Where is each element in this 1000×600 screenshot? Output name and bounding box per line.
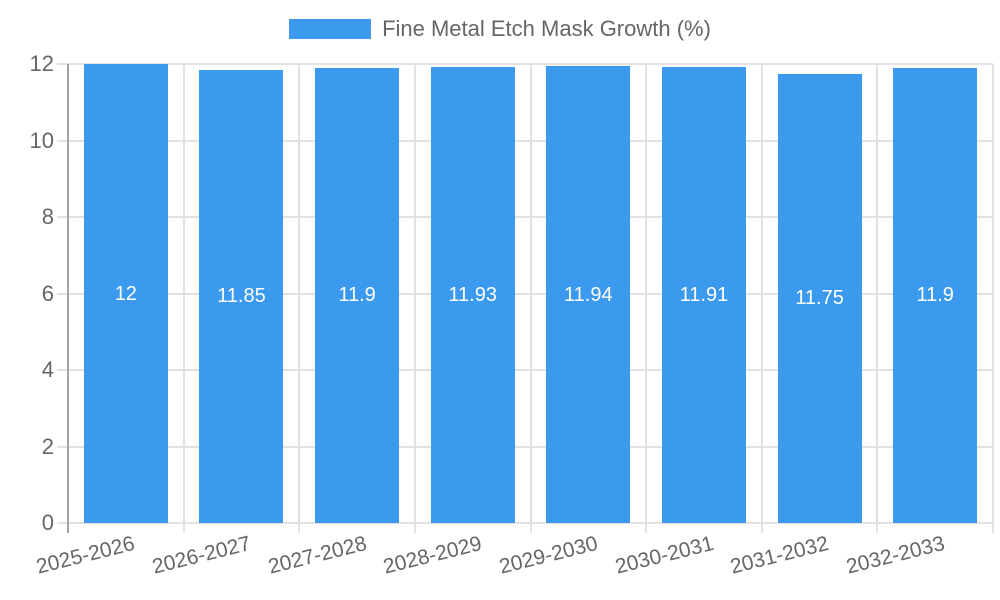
- y-tick: [57, 139, 68, 142]
- v-gridline: [413, 64, 416, 523]
- y-tick-label: 0: [41, 510, 54, 535]
- v-gridline: [645, 64, 648, 523]
- legend: Fine Metal Etch Mask Growth (%): [0, 18, 1000, 40]
- bar-value-label: 11.9: [916, 284, 954, 307]
- bar[interactable]: [199, 69, 284, 523]
- x-tick-label-text: 2029-2030: [496, 532, 600, 579]
- v-gridline: [760, 64, 763, 523]
- x-tick-label-text: 2032-2033: [843, 532, 947, 579]
- bar[interactable]: [777, 73, 862, 523]
- bar-value-label: 11.85: [217, 285, 266, 308]
- bar-value-label: 11.75: [795, 287, 844, 310]
- bar[interactable]: [83, 64, 168, 523]
- y-tick-label: 10: [29, 127, 54, 153]
- bar[interactable]: [546, 66, 631, 523]
- v-gridline: [298, 64, 301, 523]
- v-gridline: [992, 64, 994, 523]
- x-tick-label-text: 2027-2028: [265, 532, 369, 579]
- y-tick: [57, 445, 68, 448]
- bar-value-label: 11.91: [679, 284, 729, 307]
- y-tick: [57, 63, 68, 65]
- y-tick: [57, 522, 68, 524]
- x-tick: [645, 523, 648, 533]
- x-tick: [413, 523, 416, 533]
- legend-item[interactable]: Fine Metal Etch Mask Growth (%): [289, 18, 711, 40]
- x-tick: [876, 523, 879, 533]
- bar-value-label: 12: [114, 282, 137, 305]
- x-tick: [529, 523, 532, 533]
- y-tick-label: 2: [41, 433, 54, 459]
- legend-swatch-icon: [289, 19, 372, 39]
- y-axis-line: [67, 64, 69, 533]
- bar[interactable]: [430, 66, 515, 523]
- y-tick-label: 4: [41, 357, 54, 382]
- x-tick: [760, 523, 763, 533]
- bar-value-label: 11.94: [564, 283, 613, 306]
- bar[interactable]: [661, 67, 746, 523]
- x-tick: [992, 523, 994, 533]
- x-tick-label-text: 2030-2031: [612, 532, 716, 579]
- v-gridline: [876, 64, 879, 523]
- y-tick: [57, 216, 68, 218]
- y-tick-label: 6: [41, 280, 54, 306]
- x-tick: [182, 523, 185, 533]
- x-tick-label-text: 2025-2026: [34, 532, 138, 579]
- y-tick-label: 12: [29, 51, 54, 76]
- x-tick-label-text: 2028-2029: [381, 532, 485, 579]
- x-tick-label-text: 2026-2027: [149, 532, 254, 579]
- bar[interactable]: [315, 67, 400, 523]
- bar[interactable]: [893, 67, 978, 523]
- bar-value-label: 11.93: [448, 283, 497, 306]
- y-tick: [57, 292, 68, 295]
- bar-value-label: 11.9: [338, 284, 376, 307]
- y-tick: [57, 369, 68, 371]
- x-tick: [298, 523, 301, 533]
- v-gridline: [529, 64, 532, 523]
- legend-label: Fine Metal Etch Mask Growth (%): [382, 16, 711, 41]
- v-gridline: [182, 64, 185, 523]
- y-tick-label: 8: [41, 204, 54, 229]
- x-tick-label-text: 2031-2032: [728, 532, 832, 579]
